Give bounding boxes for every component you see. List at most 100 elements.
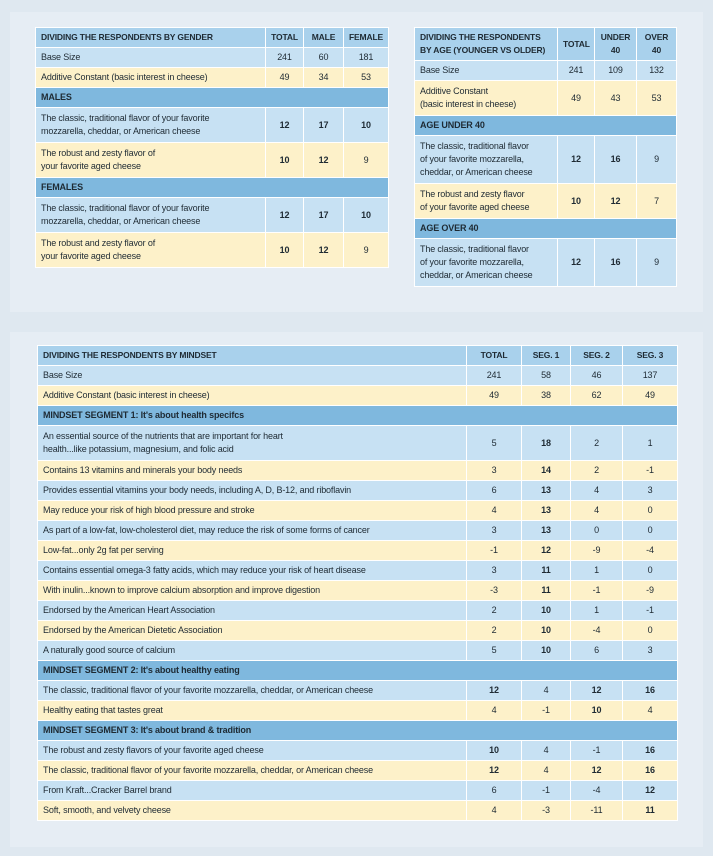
column-header: FEMALE (343, 27, 389, 48)
data-row: From Kraft...Cracker Barrel brand 6 -1 -4 12 (37, 780, 678, 801)
row-label: Soft, smooth, and velvety cheese (37, 800, 467, 821)
column-header: TOTAL (265, 27, 304, 48)
table-title: DIVIDING THE RESPONDENTS BY AGE (YOUNGER … (414, 27, 558, 61)
value-cell: 12 (622, 780, 678, 801)
gender-table: DIVIDING THE RESPONDENTS BY GENDER TOTAL M… (35, 27, 389, 268)
value-cell: 3 (466, 460, 522, 481)
value-cell: 4 (570, 480, 623, 501)
value-cell: 4 (570, 500, 623, 521)
value-cell: 181 (343, 47, 389, 68)
value-cell: 34 (303, 67, 344, 88)
value-cell: -1 (521, 780, 571, 801)
data-row: Additive Constant (basic interest in che… (35, 67, 389, 88)
row-label: The classic, traditional flavor of your f… (414, 238, 558, 287)
value-cell: -3 (521, 800, 571, 821)
row-label: Contains essential omega-3 fatty acids, … (37, 560, 467, 581)
value-cell: 10 (265, 142, 304, 178)
data-row: May reduce your risk of high blood press… (37, 500, 678, 521)
data-row: Base Size 241 58 46 137 (37, 365, 678, 386)
data-row: Provides essential vitamins your body ne… (37, 480, 678, 501)
value-cell: 62 (570, 385, 623, 406)
value-cell: 16 (622, 740, 678, 761)
value-cell: 10 (521, 600, 571, 621)
data-row: An essential source of the nutrients tha… (37, 425, 678, 461)
text-line: cheddar, or American cheese (420, 167, 533, 177)
row-label: Additive Constant (basic interest in chee… (414, 80, 558, 116)
value-cell: 13 (521, 520, 571, 541)
column-header: SEG. 2 (570, 345, 623, 366)
value-cell: 12 (303, 142, 344, 178)
value-cell: 16 (622, 760, 678, 781)
value-cell: 13 (521, 500, 571, 521)
row-label: Base Size (35, 47, 266, 68)
value-cell: -1 (466, 540, 522, 561)
text-line: cheddar, or American cheese (420, 270, 533, 280)
value-cell: 11 (622, 800, 678, 821)
value-cell: 12 (265, 107, 304, 143)
value-cell: 12 (570, 680, 623, 701)
value-cell: 241 (557, 60, 595, 81)
value-cell: 12 (466, 680, 522, 701)
row-label: Contains 13 vitamins and minerals your b… (37, 460, 467, 481)
text-line: UNDER (600, 32, 631, 42)
value-cell: -3 (466, 580, 522, 601)
data-row: The robust and zesty flavor of your favor… (35, 232, 389, 268)
value-cell: 10 (521, 620, 571, 641)
table-title: DIVIDING THE RESPONDENTS BY MINDSET (37, 345, 467, 366)
value-cell: 10 (466, 740, 522, 761)
data-row: Contains essential omega-3 fatty acids, … (37, 560, 678, 581)
value-cell: -1 (622, 460, 678, 481)
value-cell: -9 (622, 580, 678, 601)
value-cell: -11 (570, 800, 623, 821)
value-cell: 0 (622, 520, 678, 541)
column-header: UNDER 40 (594, 27, 637, 61)
text-line: DIVIDING THE RESPONDENTS (420, 32, 541, 42)
value-cell: 6 (466, 780, 522, 801)
column-header: SEG. 1 (521, 345, 571, 366)
row-label: The classic, traditional flavor of your … (35, 107, 266, 143)
column-header: TOTAL (466, 345, 522, 366)
row-label: An essential source of the nutrients tha… (37, 425, 467, 461)
text-line: The classic, traditional flavor of your … (41, 203, 210, 213)
data-row: The classic, traditional flavor of your … (35, 197, 389, 233)
value-cell: 10 (521, 640, 571, 661)
text-line: of your favorite mozzarella, (420, 257, 524, 267)
data-row: A naturally good source of calcium 5 10 6 3 (37, 640, 678, 661)
section-row: MALES (35, 87, 389, 108)
value-cell: 2 (466, 600, 522, 621)
value-cell: 6 (466, 480, 522, 501)
text-line: BY AGE (YOUNGER VS OLDER) (420, 45, 546, 55)
section-label: MINDSET SEGMENT 1: It's about health spe… (37, 405, 678, 426)
value-cell: 49 (557, 80, 595, 116)
data-row: Base Size 241 109 132 (414, 60, 677, 81)
value-cell: 4 (521, 740, 571, 761)
text-line: The classic, traditional flavor of your … (41, 113, 210, 123)
text-line: mozzarella, cheddar, or American cheese (41, 126, 201, 136)
value-cell: 1 (570, 560, 623, 581)
row-label: The robust and zesty flavor of your favor… (35, 232, 266, 268)
text-line: The classic, traditional flavor (420, 141, 529, 151)
value-cell: 60 (303, 47, 344, 68)
data-row: Contains 13 vitamins and minerals your b… (37, 460, 678, 481)
data-row: Additive Constant (basic interest in che… (37, 385, 678, 406)
value-cell: 2 (466, 620, 522, 641)
value-cell: 12 (557, 238, 595, 287)
value-cell: -1 (622, 600, 678, 621)
row-label: The robust and zesty flavors of your fav… (37, 740, 467, 761)
value-cell: -1 (570, 580, 623, 601)
row-label: The classic, traditional flavor of your … (37, 760, 467, 781)
value-cell: 9 (343, 142, 389, 178)
text-line: The robust and zesty flavor of (41, 238, 156, 248)
value-cell: 3 (622, 480, 678, 501)
text-line: your favorite aged cheese (41, 251, 141, 261)
section-row: MINDSET SEGMENT 1: It's about health spe… (37, 405, 678, 426)
value-cell: 4 (521, 760, 571, 781)
text-line: of your favorite aged cheese (420, 202, 530, 212)
value-cell: 13 (521, 480, 571, 501)
text-line: The robust and zesty flavor of (41, 148, 156, 158)
data-row: Base Size 241 60 181 (35, 47, 389, 68)
row-label: As part of a low-fat, low-cholesterol di… (37, 520, 467, 541)
value-cell: 137 (622, 365, 678, 386)
table-title: DIVIDING THE RESPONDENTS BY GENDER (35, 27, 266, 48)
